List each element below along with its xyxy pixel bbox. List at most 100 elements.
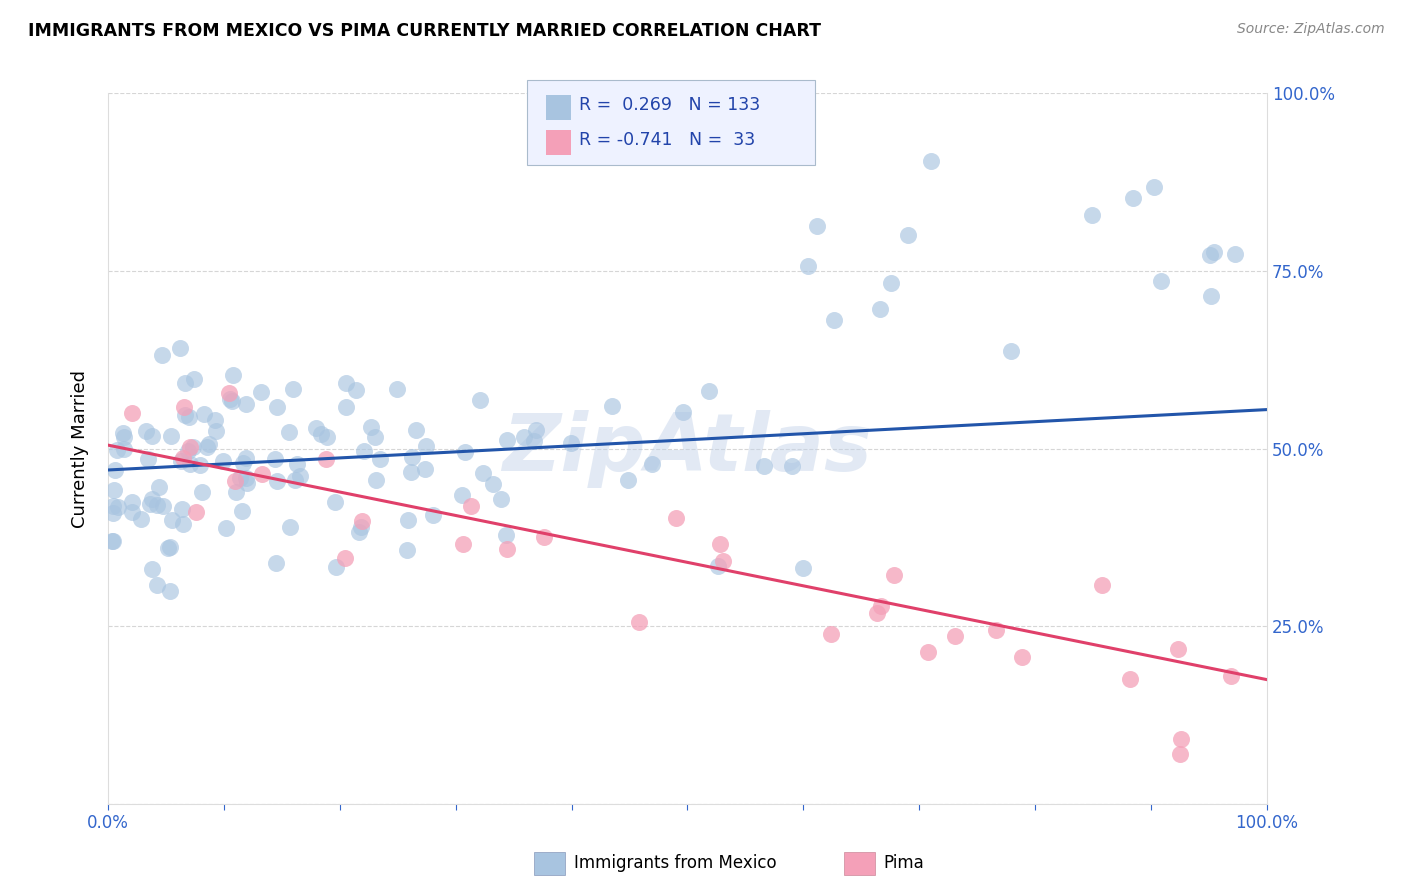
Point bbox=[1119, 672, 1142, 686]
Point bbox=[170, 502, 193, 516]
Point bbox=[523, 434, 546, 448]
Point bbox=[364, 473, 387, 487]
Point bbox=[173, 400, 195, 414]
Point bbox=[460, 499, 482, 513]
Point bbox=[114, 442, 136, 457]
Point bbox=[218, 386, 240, 401]
Point bbox=[235, 471, 257, 485]
Point bbox=[1091, 578, 1114, 592]
Point bbox=[1168, 747, 1191, 761]
Point bbox=[188, 458, 211, 472]
Point bbox=[395, 543, 418, 558]
Point bbox=[752, 459, 775, 474]
Text: R =  0.269   N = 133: R = 0.269 N = 133 bbox=[579, 96, 761, 114]
Point bbox=[103, 533, 125, 548]
Point bbox=[333, 551, 356, 566]
Point bbox=[121, 406, 143, 420]
Point bbox=[193, 407, 215, 421]
Point bbox=[121, 505, 143, 519]
Text: IMMIGRANTS FROM MEXICO VS PIMA CURRENTLY MARRIED CORRELATION CHART: IMMIGRANTS FROM MEXICO VS PIMA CURRENTLY… bbox=[28, 22, 821, 40]
Point bbox=[883, 568, 905, 582]
Point bbox=[399, 466, 422, 480]
Point bbox=[219, 392, 242, 406]
Point bbox=[415, 439, 437, 453]
Point bbox=[699, 384, 721, 399]
Point bbox=[181, 440, 204, 454]
Point bbox=[495, 528, 517, 542]
Point bbox=[869, 301, 891, 316]
Point bbox=[315, 451, 337, 466]
Point bbox=[278, 520, 301, 534]
Point bbox=[121, 495, 143, 509]
Point bbox=[405, 423, 427, 437]
Point bbox=[169, 454, 191, 468]
Point bbox=[782, 458, 804, 473]
Point bbox=[482, 477, 505, 491]
Point bbox=[249, 385, 271, 400]
Point bbox=[627, 615, 650, 630]
Point bbox=[179, 457, 201, 471]
Point bbox=[1223, 246, 1246, 260]
Point bbox=[470, 392, 492, 407]
Point bbox=[641, 458, 664, 472]
Point bbox=[880, 276, 903, 290]
Point bbox=[1170, 732, 1192, 747]
Point bbox=[311, 426, 333, 441]
Point bbox=[1202, 244, 1225, 259]
Point bbox=[454, 445, 477, 459]
Point bbox=[112, 425, 135, 440]
Point bbox=[1199, 248, 1222, 262]
Point bbox=[264, 557, 287, 571]
Point bbox=[672, 405, 695, 419]
Point bbox=[186, 504, 208, 518]
Point bbox=[215, 521, 238, 535]
Text: Pima: Pima bbox=[883, 855, 924, 872]
Point bbox=[179, 440, 201, 454]
Point bbox=[1143, 180, 1166, 194]
Point bbox=[472, 466, 495, 480]
Point bbox=[198, 437, 221, 451]
Point bbox=[228, 471, 250, 485]
Point bbox=[617, 473, 640, 487]
Point bbox=[364, 430, 387, 444]
Point bbox=[496, 433, 519, 447]
Point bbox=[235, 397, 257, 411]
Point bbox=[920, 154, 942, 169]
Point bbox=[212, 454, 235, 468]
Point bbox=[665, 511, 688, 525]
Point bbox=[250, 467, 273, 481]
Point bbox=[285, 457, 308, 471]
Point bbox=[335, 376, 357, 390]
Text: Source: ZipAtlas.com: Source: ZipAtlas.com bbox=[1237, 22, 1385, 37]
Point bbox=[288, 468, 311, 483]
Point bbox=[205, 424, 228, 438]
Point bbox=[177, 410, 200, 425]
Point bbox=[135, 424, 157, 438]
Text: Immigrants from Mexico: Immigrants from Mexico bbox=[574, 855, 776, 872]
Point bbox=[1199, 289, 1222, 303]
Point bbox=[177, 443, 200, 458]
Text: R = -0.741   N =  33: R = -0.741 N = 33 bbox=[579, 131, 755, 149]
Point bbox=[1150, 274, 1173, 288]
Point bbox=[146, 577, 169, 591]
Point bbox=[451, 536, 474, 550]
Point bbox=[823, 313, 845, 327]
Point bbox=[277, 425, 299, 439]
Point bbox=[129, 512, 152, 526]
Point bbox=[495, 542, 517, 557]
Point bbox=[159, 583, 181, 598]
Text: ZipAtlas: ZipAtlas bbox=[502, 409, 872, 488]
Point bbox=[325, 560, 347, 574]
Point bbox=[709, 537, 731, 551]
Point bbox=[385, 383, 408, 397]
Point bbox=[707, 559, 730, 574]
Point bbox=[103, 483, 125, 497]
Point bbox=[1081, 209, 1104, 223]
Point bbox=[101, 533, 124, 548]
Point bbox=[159, 540, 181, 554]
Point bbox=[204, 413, 226, 427]
Point bbox=[145, 498, 167, 512]
Point bbox=[316, 430, 339, 444]
Point bbox=[986, 623, 1008, 637]
Point bbox=[917, 645, 939, 659]
